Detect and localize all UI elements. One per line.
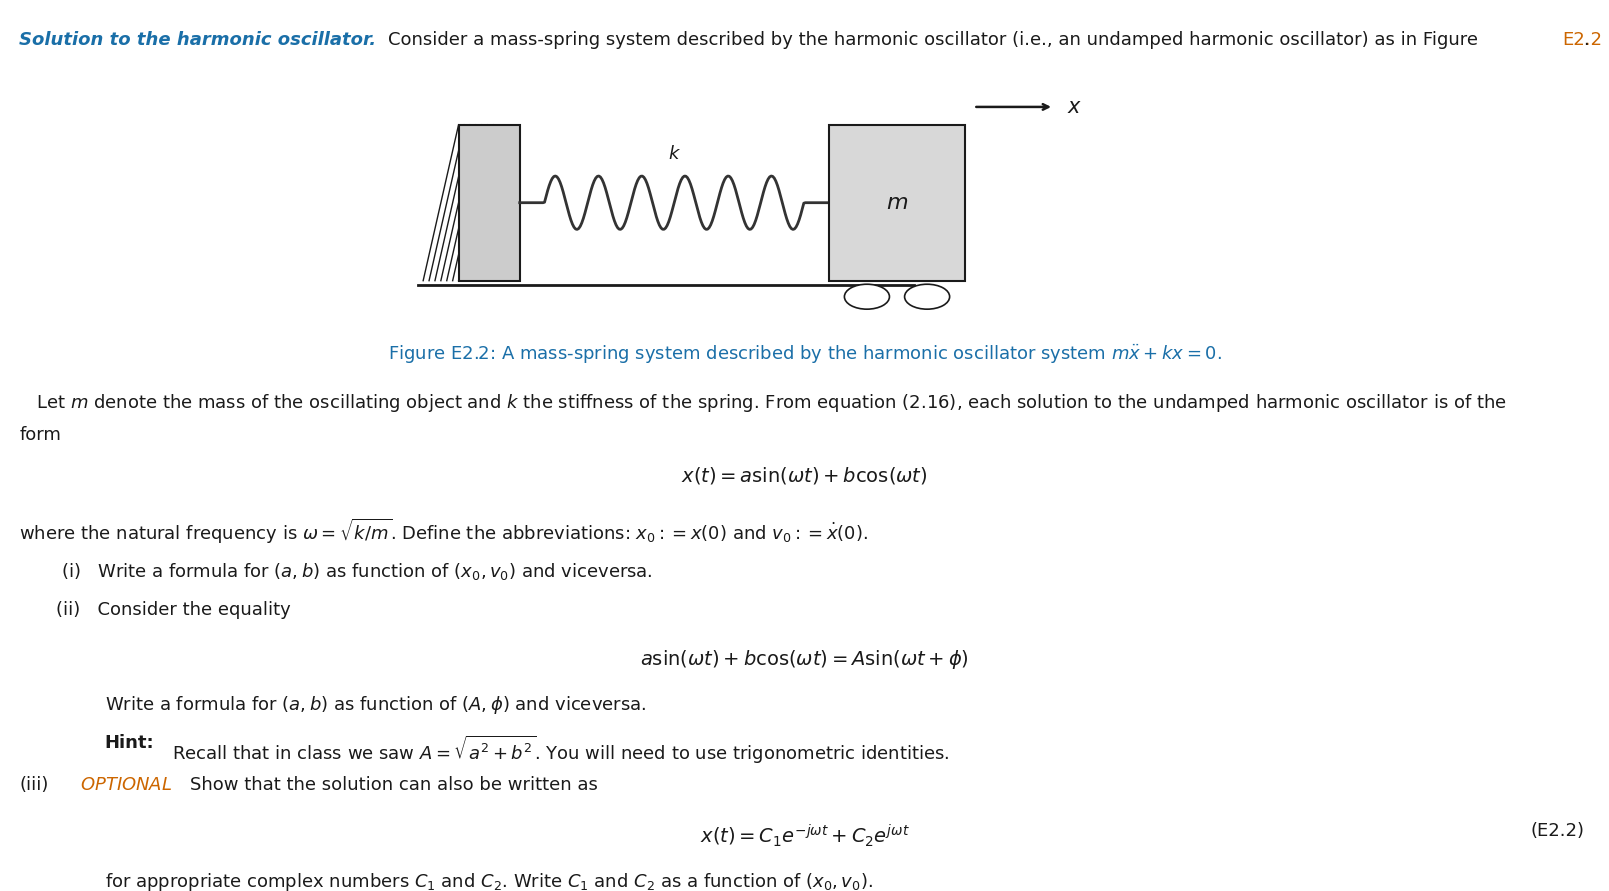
Text: $m$: $m$ (887, 192, 907, 213)
Text: Recall that in class we saw $A = \sqrt{a^2 + b^2}$. You will need to use trigono: Recall that in class we saw $A = \sqrt{a… (172, 734, 949, 766)
Text: Show that the solution can also be written as: Show that the solution can also be writt… (190, 776, 597, 794)
Text: $a\sin(\omega t) + b\cos(\omega t) = A\sin(\omega t + \phi)$: $a\sin(\omega t) + b\cos(\omega t) = A\s… (640, 648, 969, 671)
Text: for appropriate complex numbers $C_1$ and $C_2$. Write $C_1$ and $C_2$ as a func: for appropriate complex numbers $C_1$ an… (105, 871, 872, 891)
Circle shape (845, 284, 890, 309)
Text: form: form (19, 426, 61, 444)
Text: where the natural frequency is $\omega = \sqrt{k/m}$. Define the abbreviations: : where the natural frequency is $\omega =… (19, 517, 869, 546)
Text: (i)   Write a formula for $(a, b)$ as function of $(x_0, v_0)$ and viceversa.: (i) Write a formula for $(a, b)$ as func… (61, 561, 653, 583)
Text: Let $m$ denote the mass of the oscillating object and $k$ the stiffness of the s: Let $m$ denote the mass of the oscillati… (19, 392, 1508, 414)
Text: Solution to the harmonic oscillator.: Solution to the harmonic oscillator. (19, 31, 377, 49)
Text: (iii): (iii) (19, 776, 48, 794)
Text: Figure E2.2: A mass-spring system described by the harmonic oscillator system $m: Figure E2.2: A mass-spring system descri… (388, 343, 1221, 366)
Text: .: . (1583, 31, 1590, 49)
Text: $\mathit{OPTIONAL}$: $\mathit{OPTIONAL}$ (80, 776, 172, 794)
Text: $x(t) = C_1 e^{-j\omega t} + C_2 e^{j\omega t}$: $x(t) = C_1 e^{-j\omega t} + C_2 e^{j\om… (700, 822, 909, 849)
Text: $k$: $k$ (668, 144, 681, 162)
Text: E2.2: E2.2 (1562, 31, 1603, 49)
Text: Hint:: Hint: (105, 734, 154, 752)
Text: $x(t) = a\sin(\omega t) + b\cos(\omega t)$: $x(t) = a\sin(\omega t) + b\cos(\omega t… (681, 465, 928, 486)
Bar (459, 125, 520, 281)
Text: $x$: $x$ (1067, 97, 1081, 117)
Bar (829, 125, 965, 281)
Text: (E2.2): (E2.2) (1530, 822, 1585, 840)
Text: Write a formula for $(a, b)$ as function of $(A, \phi)$ and viceversa.: Write a formula for $(a, b)$ as function… (105, 694, 645, 716)
Circle shape (904, 284, 949, 309)
Text: (ii)   Consider the equality: (ii) Consider the equality (56, 601, 291, 619)
Text: Consider a mass-spring system described by the harmonic oscillator (i.e., an und: Consider a mass-spring system described … (388, 31, 1477, 49)
